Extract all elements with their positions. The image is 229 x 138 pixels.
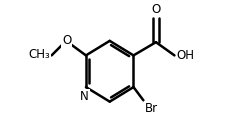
Text: Br: Br bbox=[144, 102, 157, 115]
Text: CH₃: CH₃ bbox=[28, 48, 50, 61]
Text: O: O bbox=[151, 3, 160, 16]
Text: OH: OH bbox=[176, 49, 194, 62]
Text: N: N bbox=[80, 90, 89, 103]
Text: O: O bbox=[62, 34, 71, 47]
